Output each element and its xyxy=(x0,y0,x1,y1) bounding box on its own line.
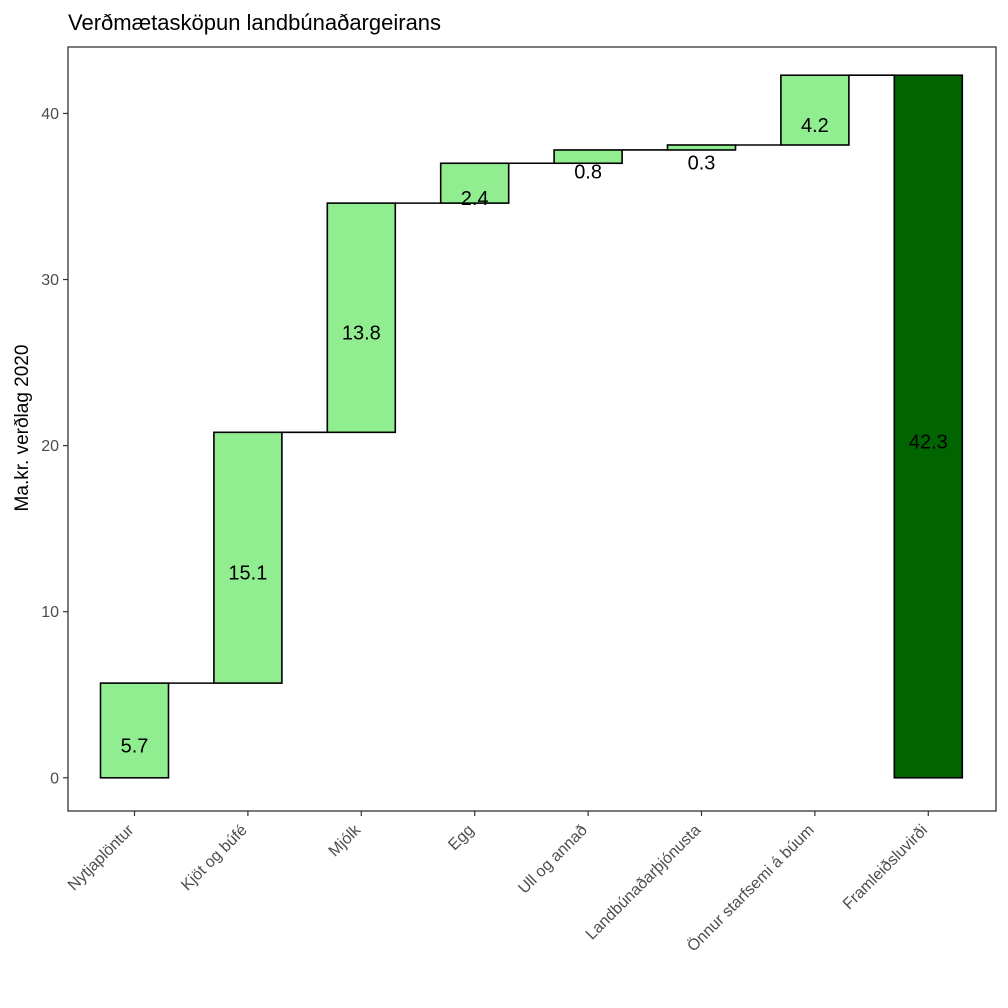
y-tick-label: 30 xyxy=(41,272,59,289)
connector-lines xyxy=(168,74,895,684)
x-axis: Nytjaplöntur Kjöt og búfé Mjólk Egg Ull og a… xyxy=(65,811,931,955)
x-tick-label: Landbúnaðarþjónusta xyxy=(583,822,705,944)
x-tick-label: Framleiðsluvirði xyxy=(840,822,931,913)
y-axis: 0 10 20 30 40 xyxy=(41,106,68,787)
x-tick-label: Önnur starfsemi á búum xyxy=(684,821,818,955)
total-bar xyxy=(893,74,964,779)
x-tick-label: Egg xyxy=(445,822,477,854)
y-axis-label: Ma.kr. verðlag 2020 xyxy=(12,345,33,512)
chart-title: Verðmætasköpun landbúnaðargeirans xyxy=(68,10,441,35)
y-tick-label: 0 xyxy=(50,770,59,787)
data-label: 15.1 xyxy=(228,563,267,585)
y-tick-label: 20 xyxy=(41,438,59,455)
step-bar xyxy=(99,682,170,779)
step-bar xyxy=(326,202,397,434)
step-bar xyxy=(553,149,623,165)
data-label: 0.3 xyxy=(688,152,716,174)
x-tick-label: Ull og annað xyxy=(515,822,591,898)
x-tick-label: Nytjaplöntur xyxy=(65,821,138,894)
step-bar xyxy=(666,144,737,151)
data-label: 5.7 xyxy=(121,735,149,757)
step-bar xyxy=(780,74,850,146)
x-tick-label: Mjólk xyxy=(326,821,365,860)
bars xyxy=(99,74,964,779)
data-label: 13.8 xyxy=(342,323,381,345)
step-bar xyxy=(439,162,510,204)
data-labels: 5.7 15.1 13.8 2.4 0.8 0.3 4.2 42.3 xyxy=(121,115,948,757)
plot-panel xyxy=(67,46,997,812)
step-bar xyxy=(213,431,283,684)
data-label: 4.2 xyxy=(801,115,829,137)
data-label: 2.4 xyxy=(461,188,489,210)
data-label: 42.3 xyxy=(909,432,948,454)
data-label: 0.8 xyxy=(574,162,602,184)
y-tick-label: 40 xyxy=(41,106,59,123)
y-tick-label: 10 xyxy=(41,604,59,621)
x-tick-label: Kjöt og búfé xyxy=(178,822,250,894)
